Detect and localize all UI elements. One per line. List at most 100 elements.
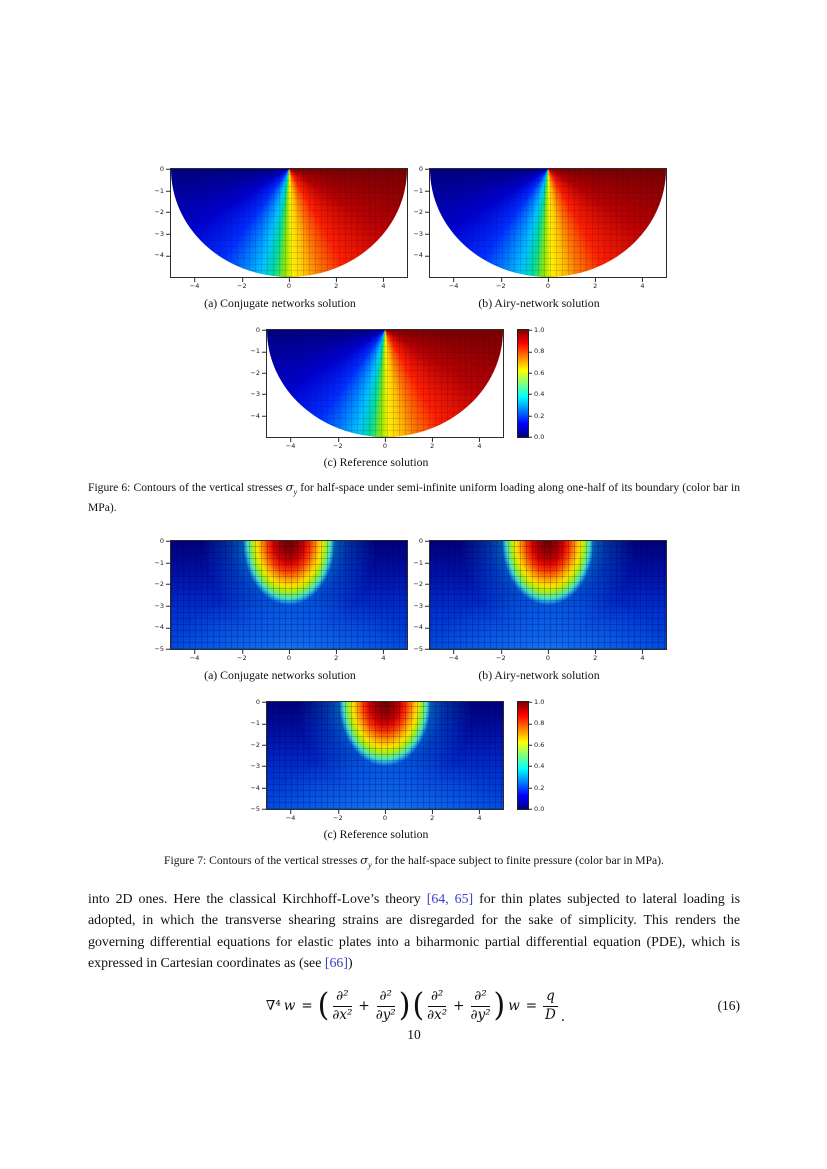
y-tick-label: −3 xyxy=(250,389,266,398)
y-tick-label: 0 xyxy=(159,536,171,545)
page-number: 10 xyxy=(407,1027,421,1042)
x-tick-label: 2 xyxy=(334,650,339,662)
x-tick-label: −4 xyxy=(285,438,296,450)
equation-body: ∇⁴ w = ( ∂² ∂x² + ∂² ∂y² ) ( ∂² ∂x² + ∂² ∂y² … xyxy=(88,981,740,1031)
y-tick-label: −1 xyxy=(250,347,266,356)
y-tick-label: −3 xyxy=(250,761,266,770)
figure6-plot-a: 0 −1 −2 −3 −4 −4 −2 0 2 4 xyxy=(154,166,408,289)
figure7a-contour xyxy=(171,541,407,649)
sigma-symbol: σ xyxy=(360,853,369,867)
denominator: ∂y² xyxy=(470,1006,491,1023)
x-tick-label: 0 xyxy=(545,650,551,662)
math-operator: = xyxy=(525,998,538,1014)
y-tick-label: −2 xyxy=(250,368,266,377)
y-tick-label: −3 xyxy=(413,229,429,238)
numerator: q xyxy=(543,988,558,1007)
y-tick-label: −2 xyxy=(413,207,429,216)
x-tick-label: −2 xyxy=(237,650,247,662)
math-term: . xyxy=(560,1009,566,1025)
y-tick-label: −5 xyxy=(250,804,266,813)
figure6c-contour xyxy=(267,330,503,437)
x-tick-label: 2 xyxy=(593,650,598,662)
citation-link-64-65[interactable]: [64, 65] xyxy=(426,892,474,907)
x-tick-label: −4 xyxy=(285,810,296,822)
x-tick-label: −2 xyxy=(333,438,343,450)
denominator: ∂x² xyxy=(427,1006,448,1023)
colorbar-tick-label: 0.2 xyxy=(528,411,545,420)
x-tick-label: −4 xyxy=(189,650,200,662)
x-tick-label: 2 xyxy=(430,810,435,822)
y-tick-label: −5 xyxy=(413,644,429,653)
colorbar-tick-label: 0.6 xyxy=(528,368,545,377)
sigma-subscript: y xyxy=(368,860,372,870)
math-operator: + xyxy=(453,998,465,1014)
y-tick-label: −2 xyxy=(154,207,170,216)
x-tick-label: −4 xyxy=(448,650,459,662)
x-tick-label: 0 xyxy=(286,650,292,662)
x-tick-label: 2 xyxy=(334,278,339,290)
figure6a-contour xyxy=(171,169,407,277)
figure6c-subcaption: (c) Reference solution xyxy=(323,455,429,469)
figure7a-subcaption: (a) Conjugate networks solution xyxy=(204,668,356,682)
y-tick-label: −1 xyxy=(413,558,429,567)
figure6-plot-b: 0 −1 −2 −3 −4 −4 −2 0 2 4 xyxy=(413,166,667,289)
numerator: ∂² xyxy=(376,988,395,1007)
figure6-colorbar: 1.0 0.8 0.6 0.4 0.2 0.0 xyxy=(517,327,544,440)
colorbar-tick-label: 0.8 xyxy=(528,719,545,728)
figure7-caption: Figure 7: Contours of the vertical stres… xyxy=(88,853,740,873)
body-paragraph: into 2D ones. Here the classical Kirchho… xyxy=(88,889,740,975)
x-tick-label: 0 xyxy=(545,278,551,290)
figure7-colorbar: 1.0 0.8 0.6 0.4 0.2 0.0 xyxy=(517,699,544,812)
colorbar-tick-label: 0.0 xyxy=(528,804,545,813)
figure7c-subcaption: (c) Reference solution xyxy=(323,827,429,841)
body-text: ) xyxy=(347,956,353,972)
y-tick-label: −4 xyxy=(250,783,266,792)
y-tick-label: −3 xyxy=(154,601,170,610)
open-paren: ( xyxy=(317,987,330,1024)
y-tick-label: −2 xyxy=(413,579,429,588)
y-tick-label: −2 xyxy=(250,740,266,749)
y-tick-label: −4 xyxy=(413,251,429,260)
colorbar-tick-label: 1.0 xyxy=(528,325,545,334)
y-tick-label: −4 xyxy=(154,251,170,260)
fraction: ∂² ∂x² xyxy=(427,988,448,1023)
y-tick-label: −1 xyxy=(154,558,170,567)
x-tick-label: 0 xyxy=(382,810,388,822)
denominator: D xyxy=(545,1006,556,1023)
figure6-plot-c: 0 −1 −2 −3 −4 −4 −2 0 2 4 xyxy=(250,327,504,449)
fraction: ∂² ∂x² xyxy=(332,988,352,1023)
open-paren: ( xyxy=(412,987,425,1024)
close-paren: ) xyxy=(493,987,506,1024)
x-tick-label: 4 xyxy=(381,650,386,662)
x-tick-label: −4 xyxy=(448,278,459,290)
figure7c-contour xyxy=(267,702,503,809)
close-paren: ) xyxy=(398,987,411,1024)
y-tick-label: 0 xyxy=(159,164,171,173)
figure7-plot-a: 0 −1 −2 −3 −4 −5 −4 −2 0 2 4 xyxy=(154,538,408,661)
x-tick-label: 2 xyxy=(593,278,598,290)
x-tick-label: −4 xyxy=(189,278,200,290)
y-tick-label: −3 xyxy=(413,601,429,610)
x-tick-label: −2 xyxy=(496,650,506,662)
body-text: for thin plates subjected to lateral loa… xyxy=(88,892,740,972)
figure7-plot-b: 0 −1 −2 −3 −4 −5 −4 −2 0 2 4 xyxy=(413,538,667,661)
y-tick-label: −2 xyxy=(154,579,170,588)
math-term: w xyxy=(508,998,520,1014)
citation-link-66[interactable]: [66] xyxy=(324,956,348,972)
equation-number: (16) xyxy=(717,998,741,1013)
numerator: ∂² xyxy=(333,988,352,1007)
y-tick-label: 0 xyxy=(418,536,430,545)
caption-text: for the half-space subject to finite pre… xyxy=(371,854,664,867)
x-tick-label: 4 xyxy=(477,810,482,822)
y-tick-label: 0 xyxy=(418,164,430,173)
fraction: ∂² ∂y² xyxy=(470,988,491,1023)
body-text: into 2D ones. Here the classical Kirchho… xyxy=(88,892,427,907)
x-tick-label: 0 xyxy=(382,438,388,450)
colorbar-tick-label: 0.8 xyxy=(528,347,545,356)
figure7-plot-c: 0 −1 −2 −3 −4 −5 −4 −2 0 2 4 xyxy=(250,699,504,821)
colorbar-tick-label: 0.4 xyxy=(528,389,545,398)
numerator: ∂² xyxy=(471,988,490,1007)
colorbar-tick-label: 0.2 xyxy=(528,783,545,792)
denominator: ∂y² xyxy=(375,1006,396,1023)
